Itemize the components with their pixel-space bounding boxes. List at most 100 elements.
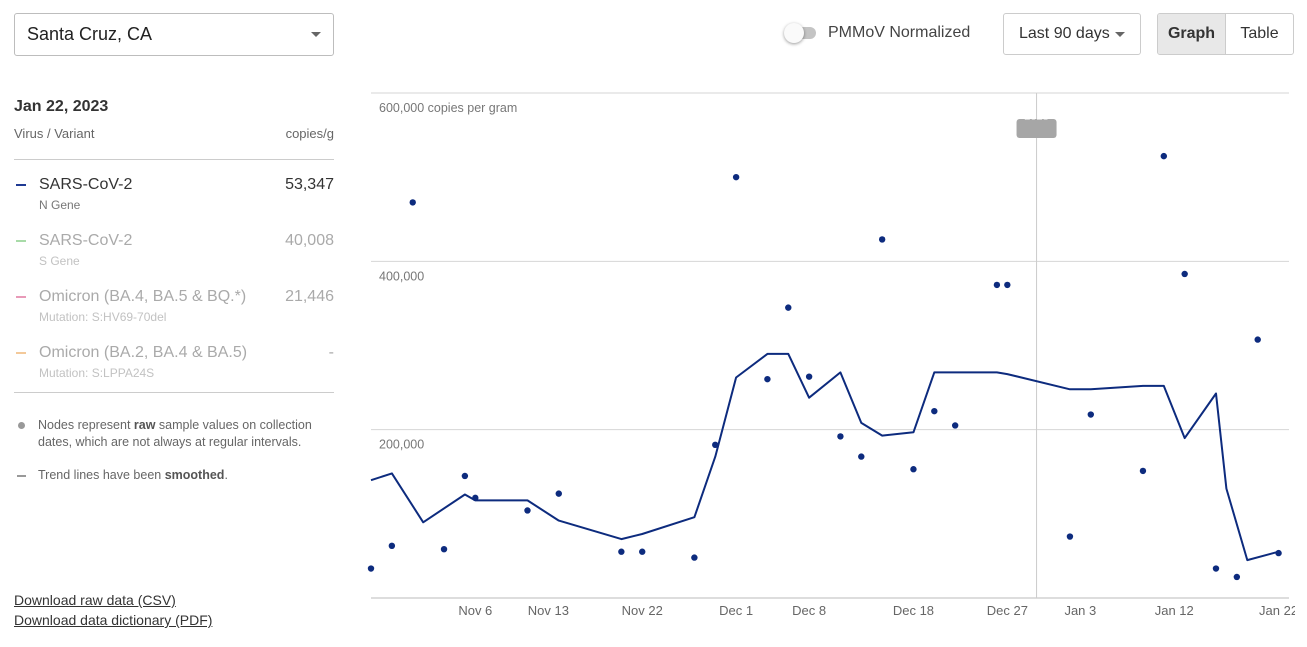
chevron-down-icon <box>311 32 321 37</box>
data-point <box>461 472 469 480</box>
note-text: . <box>224 468 228 482</box>
data-point <box>993 281 1001 289</box>
data-point <box>1160 152 1168 160</box>
toggle-label: PMMoV Normalized <box>828 24 971 41</box>
data-point <box>555 490 562 497</box>
divider <box>14 392 334 393</box>
data-point <box>785 304 792 311</box>
date-range-value: Last 90 days <box>1019 25 1110 42</box>
variant-row[interactable]: SARS-CoV-2 S Gene 40,008 <box>14 228 334 284</box>
data-point <box>639 548 646 555</box>
location-select[interactable]: Santa Cruz, CA <box>14 13 334 56</box>
variant-name: Omicron (BA.2, BA.4 & BA.5) <box>39 344 248 361</box>
x-tick-label: Nov 13 <box>528 603 569 618</box>
location-select-value: Santa Cruz, CA <box>27 24 153 44</box>
data-point <box>1004 281 1011 289</box>
column-label-units: copies/g <box>285 126 334 141</box>
variant-name: Omicron (BA.4, BA.5 & BQ.*) <box>39 288 247 305</box>
data-point <box>1181 270 1188 278</box>
variant-target: N Gene <box>39 198 81 212</box>
data-point <box>409 199 416 206</box>
date-range-select[interactable]: Last 90 days <box>1003 13 1141 55</box>
x-tick-label: Dec 18 <box>893 603 934 618</box>
variant-row[interactable]: SARS-CoV-2 N Gene 53,347 <box>14 172 334 228</box>
series-swatch <box>16 240 26 242</box>
note-trend: Trend lines have been smoothed. <box>14 467 334 484</box>
values-panel: Jan 22, 2023 Virus / Variant copies/g SA… <box>14 98 334 500</box>
data-point <box>910 466 917 473</box>
data-point <box>472 494 479 502</box>
variant-name: SARS-CoV-2 <box>39 176 133 193</box>
data-point <box>858 453 865 460</box>
panel-header: Virus / Variant copies/g <box>14 126 334 160</box>
y-tick-label: 200,000 <box>379 438 424 452</box>
table-view-button[interactable]: Table <box>1240 25 1279 42</box>
x-tick-label: Dec 1 <box>719 603 753 618</box>
pmmov-normalized-toggle[interactable]: PMMoV Normalized <box>784 23 971 43</box>
series-swatch <box>16 296 26 298</box>
data-point <box>1275 549 1282 557</box>
view-toggle: Graph Table <box>1157 13 1294 55</box>
variant-row[interactable]: Omicron (BA.2, BA.4 & BA.5) Mutation: S:L… <box>14 340 334 396</box>
selected-date: Jan 22, 2023 <box>14 98 109 115</box>
variant-value: - <box>328 344 334 361</box>
data-point <box>805 373 813 380</box>
download-csv-link[interactable]: Download raw data (CSV) <box>14 592 176 608</box>
data-point <box>1254 336 1261 343</box>
variant-list: SARS-CoV-2 N Gene 53,347 SARS-CoV-2 S Gene 40… <box>14 160 334 396</box>
variant-target: S Gene <box>39 254 80 268</box>
data-point <box>951 422 959 429</box>
x-tick-label: Jan 22 <box>1259 603 1295 618</box>
data-point <box>1066 533 1074 540</box>
column-label-variant: Virus / Variant <box>14 126 95 141</box>
variant-target: Mutation: S:LPPA24S <box>39 366 155 380</box>
year-marker-label: 2023 <box>1024 111 1048 123</box>
data-point <box>440 545 448 553</box>
data-point <box>1087 411 1094 418</box>
toggle-knob <box>784 23 804 43</box>
download-dictionary-link[interactable]: Download data dictionary (PDF) <box>14 612 213 628</box>
x-tick-label: Dec 8 <box>792 603 826 618</box>
chart-notes: Nodes represent raw sample values on col… <box>14 417 334 484</box>
variant-name: SARS-CoV-2 <box>39 232 133 249</box>
data-point <box>367 565 375 572</box>
variant-value: 53,347 <box>285 176 334 193</box>
x-tick-label: Dec 27 <box>987 603 1028 618</box>
x-tick-label: Nov 22 <box>622 603 663 618</box>
data-point <box>764 375 771 383</box>
x-tick-label: Nov 6 <box>458 603 492 618</box>
series-swatch <box>16 352 26 354</box>
variant-target: Mutation: S:HV69-70del <box>39 310 167 324</box>
note-bold: raw <box>133 418 156 432</box>
data-point <box>618 548 625 555</box>
data-point <box>732 173 740 181</box>
data-point <box>1233 573 1241 581</box>
node-dot-icon <box>18 422 25 429</box>
note-text: sample values on collection dates, which… <box>38 418 312 449</box>
x-tick-label: Jan 12 <box>1155 603 1194 618</box>
note-text: Nodes represent <box>38 418 134 432</box>
y-tick-label: 600,000 copies per gram <box>379 101 517 115</box>
graph-view-button[interactable]: Graph <box>1158 14 1226 54</box>
variant-row[interactable]: Omicron (BA.4, BA.5 & BQ.*) Mutation: S:H… <box>14 284 334 340</box>
year-marker-badge <box>1016 119 1057 138</box>
variant-value: 21,446 <box>285 288 334 305</box>
series-swatch <box>16 184 26 186</box>
note-text: Trend lines have been <box>38 468 165 482</box>
data-point <box>1212 565 1220 572</box>
data-point <box>931 407 938 415</box>
trend-line-icon <box>17 475 26 477</box>
variant-value: 40,008 <box>285 232 334 249</box>
trend-line <box>370 352 1279 562</box>
download-links: Download raw data (CSV) Download data di… <box>14 592 212 632</box>
wastewater-chart[interactable]: 200,000 400,000 600,000 copies per gram Nov… <box>360 80 1295 630</box>
data-point <box>878 236 886 243</box>
toggle-switch[interactable] <box>784 23 816 43</box>
note-nodes: Nodes represent raw sample values on col… <box>14 417 334 451</box>
note-bold: smoothed <box>164 468 225 482</box>
data-point <box>388 542 396 550</box>
data-point <box>691 554 698 561</box>
data-point <box>837 433 844 440</box>
data-point <box>524 507 531 514</box>
y-tick-label: 400,000 <box>379 269 424 283</box>
